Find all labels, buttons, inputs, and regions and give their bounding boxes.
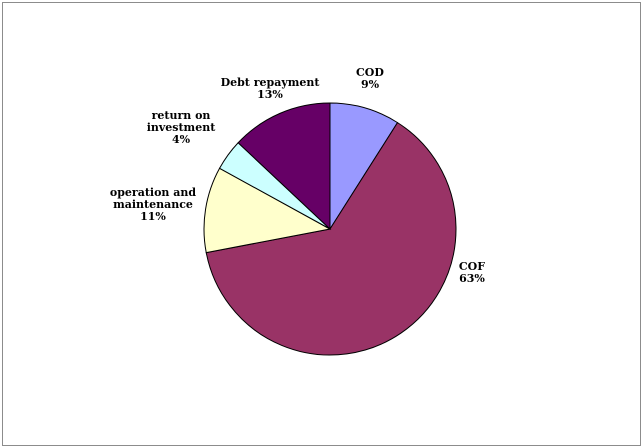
pie-label-operation-and-maintenance: operation and maintenance 11% <box>110 186 196 223</box>
pie-slices <box>203 102 457 356</box>
pie-labels: COD 9% COF 63% operation and maintenance 11% re… <box>110 66 486 285</box>
pie-slice-debt-repayment <box>237 102 331 231</box>
pie-label-debt-repayment: Debt repayment 13% <box>221 76 321 101</box>
pie-slice-operation-and-maintenance <box>203 167 332 254</box>
pie-label-cof: COF 63% <box>459 260 486 285</box>
pie-label-cod: COD 9% <box>356 66 384 91</box>
pie-label-return-on-investment: return on investment 4% <box>147 109 216 146</box>
pie-slice-cof <box>205 121 457 356</box>
